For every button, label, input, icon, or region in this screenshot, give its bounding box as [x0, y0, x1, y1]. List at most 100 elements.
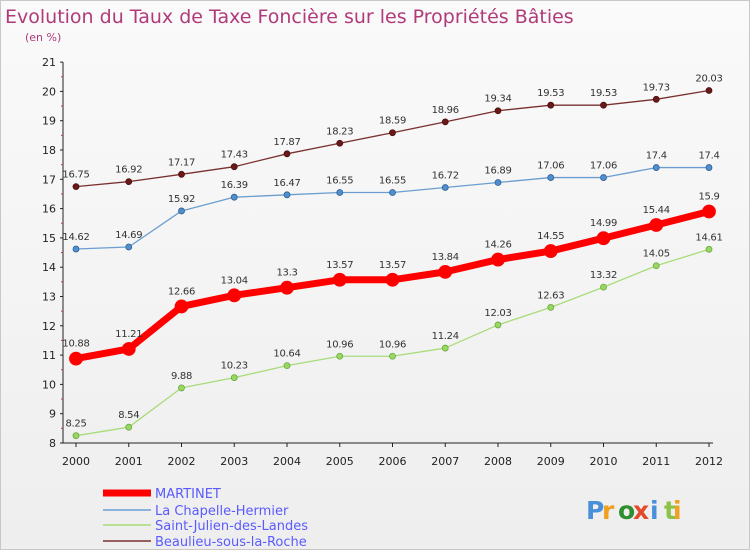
data-point [441, 118, 449, 126]
y-tick-label: 17 [42, 173, 56, 186]
x-tick-label: 2004 [273, 455, 301, 468]
x-tick-label: 2012 [695, 455, 723, 468]
series-saint-julien-des-landes: 8.25 8.54 9.88 10.23 10.64 10.96 10.96 11.24 12.… [65, 232, 723, 440]
y-tick-label: 9 [49, 408, 56, 421]
data-point [494, 179, 502, 186]
data-label: 13.57 [379, 260, 406, 271]
data-point [438, 264, 453, 279]
data-point [72, 432, 80, 440]
data-point [705, 164, 713, 171]
y-tick-label: 13 [42, 291, 56, 304]
data-label: 17.4 [646, 151, 667, 162]
data-label: 17.17 [168, 157, 195, 168]
data-point [389, 352, 396, 360]
data-label: 10.64 [273, 349, 300, 360]
data-point [178, 207, 185, 215]
data-point [336, 139, 344, 147]
y-tick-label: 19 [42, 115, 56, 128]
data-label: 17.06 [537, 161, 564, 172]
data-label: 15.9 [698, 192, 719, 203]
data-label: 15.44 [643, 205, 670, 216]
data-point [547, 174, 555, 181]
data-point [174, 299, 189, 314]
data-point [125, 243, 133, 251]
data-point [283, 191, 291, 199]
data-label: 19.73 [643, 82, 670, 93]
data-label: 8.25 [65, 419, 86, 430]
series-beaulieu-sous-la-roche: 16.75 16.92 17.17 17.43 17.87 18.23 18.59 18.96… [62, 74, 723, 191]
data-point [705, 87, 713, 94]
data-point [543, 244, 558, 258]
x-tick-label: 2010 [590, 455, 618, 468]
data-label: 14.62 [62, 232, 89, 243]
data-label: 15.92 [168, 194, 195, 205]
data-point [596, 231, 611, 246]
data-label: 13.3 [276, 268, 297, 279]
y-tick-label: 11 [42, 349, 56, 362]
x-tick-label: 2006 [379, 455, 407, 468]
data-point [336, 352, 344, 360]
data-label: 17.43 [221, 150, 248, 161]
y-tick-label: 21 [42, 56, 56, 69]
data-point [389, 129, 396, 137]
data-point [125, 178, 133, 186]
axes: 8 9 10 11 12 13 14 15 16 17 18 19 20 21 2000 2001 2002 20… [42, 56, 723, 468]
data-point [441, 184, 449, 191]
data-label: 17.4 [698, 151, 719, 162]
y-tick-label: 18 [42, 144, 56, 157]
data-label: 13.04 [221, 275, 248, 286]
data-point [283, 150, 291, 158]
legend-label: La Chapelle-Hermier [155, 504, 289, 519]
data-label: 20.03 [695, 74, 722, 85]
data-label: 14.99 [590, 218, 617, 229]
y-tick-label: 10 [42, 378, 56, 391]
x-tick-label: 2002 [168, 455, 196, 468]
x-tick-label: 2000 [62, 455, 90, 468]
x-tick-label: 2001 [115, 455, 143, 468]
data-label: 11.21 [115, 329, 142, 340]
data-point [652, 95, 660, 103]
data-label: 18.23 [326, 126, 353, 137]
data-point [389, 189, 396, 196]
data-label: 14.26 [484, 240, 511, 251]
data-point [600, 101, 607, 109]
data-point [600, 283, 607, 291]
x-tick-label: 2011 [642, 455, 670, 468]
logo-letter: x [633, 496, 649, 525]
data-label: 16.39 [221, 180, 248, 191]
data-point [125, 423, 133, 431]
data-label: 19.34 [484, 94, 511, 105]
data-point [69, 351, 83, 366]
data-label: 14.61 [695, 232, 722, 243]
data-label: 18.96 [432, 105, 459, 116]
data-label: 16.92 [115, 165, 142, 176]
data-label: 16.55 [326, 175, 353, 186]
data-point [652, 164, 660, 171]
data-point [494, 107, 502, 115]
data-point [649, 218, 664, 232]
x-tick-label: 2009 [537, 455, 565, 468]
data-point [385, 272, 400, 287]
data-point [121, 342, 136, 356]
data-label: 9.88 [171, 371, 192, 382]
data-label: 14.55 [537, 231, 564, 242]
data-point [230, 193, 238, 201]
data-point [178, 170, 185, 178]
chart-title: Evolution du Taux de Taxe Foncière sur l… [5, 6, 574, 28]
logo-letter: r [602, 496, 615, 525]
series-line [75, 89, 710, 188]
y-tick-label: 15 [42, 232, 56, 245]
series-la-chapelle-hermier: 14.62 14.69 15.92 16.39 16.47 16.55 16.55 16.72… [62, 151, 720, 253]
data-label: 13.57 [326, 260, 353, 271]
data-point [72, 245, 80, 253]
data-point [178, 384, 185, 392]
data-point [494, 321, 502, 329]
data-label: 16.47 [273, 178, 300, 189]
data-point [491, 252, 505, 267]
data-point [230, 374, 238, 382]
data-label: 19.53 [537, 88, 564, 99]
legend-label: Beaulieu-sous-la-Roche [155, 535, 307, 550]
logo-letter: i [650, 496, 659, 525]
data-label: 10.23 [221, 361, 248, 372]
data-label: 12.66 [168, 286, 195, 297]
